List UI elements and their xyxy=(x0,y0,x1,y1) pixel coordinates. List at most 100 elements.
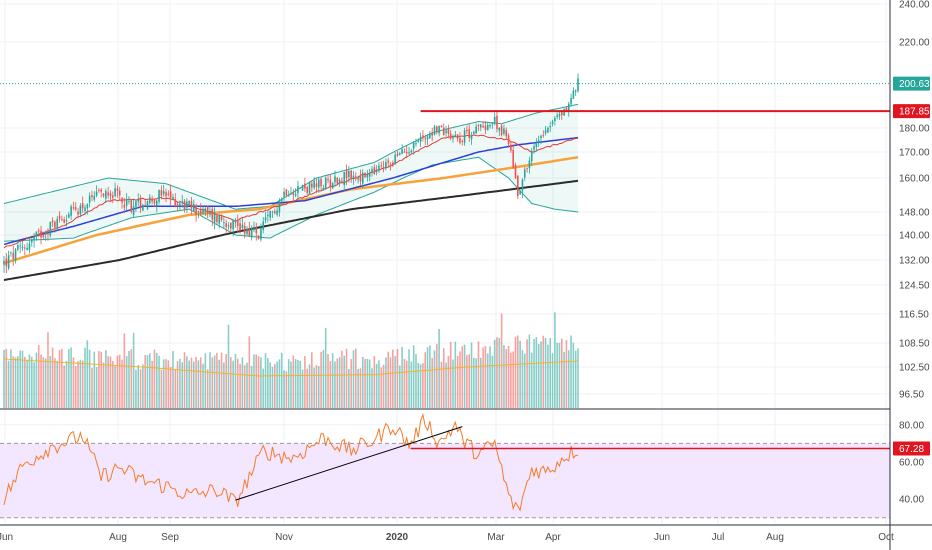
volume-bar xyxy=(361,356,364,408)
volume-bar xyxy=(357,368,359,408)
candle-body xyxy=(292,192,295,195)
candle-body xyxy=(544,130,547,134)
volume-bar xyxy=(563,351,565,408)
volume-bar xyxy=(385,357,387,408)
candle-body xyxy=(389,164,392,166)
candle-body xyxy=(304,183,306,189)
volume-bar xyxy=(70,347,72,408)
price-axis[interactable]: 240.00 220.00 180.00 170.00 160.00 148.00 140.… xyxy=(899,0,930,401)
volume-bar xyxy=(304,356,306,408)
candle-body xyxy=(311,183,313,188)
volume-bar xyxy=(355,348,357,408)
volume-bar xyxy=(234,353,237,408)
volume-bar xyxy=(422,363,424,408)
candle-body xyxy=(436,126,438,133)
candle-body xyxy=(327,179,329,181)
rsi-axis[interactable]: 80.00 60.00 40.00 xyxy=(899,420,924,505)
candle-body xyxy=(225,223,227,227)
rsi-tick-label: 80.00 xyxy=(899,420,924,431)
candle-body xyxy=(153,199,156,204)
candle-body xyxy=(560,112,563,115)
volume-bar xyxy=(359,368,362,408)
volume-bar xyxy=(496,337,498,408)
candle-body xyxy=(322,188,325,190)
candle-body xyxy=(512,149,514,168)
candle-body xyxy=(517,175,519,197)
volume-bar xyxy=(479,357,482,408)
volume-bar xyxy=(123,333,126,408)
candle-body xyxy=(86,204,89,209)
candle-body xyxy=(213,213,216,223)
volume-bar xyxy=(81,360,84,408)
candle-body xyxy=(3,261,5,265)
price-tick-label: 132.00 xyxy=(899,256,930,267)
candle-body xyxy=(496,115,498,130)
volume-bar xyxy=(26,360,28,408)
candle-body xyxy=(204,208,207,212)
candle-body xyxy=(278,200,281,213)
candle-body xyxy=(290,193,292,195)
volume-bar xyxy=(58,350,61,408)
candle-body xyxy=(528,160,531,169)
candle-body xyxy=(375,170,378,173)
volume-bar xyxy=(482,347,484,408)
volume-bar xyxy=(162,359,165,408)
candle-body xyxy=(118,190,121,196)
volume-bar xyxy=(461,346,464,408)
candle-body xyxy=(257,235,260,239)
price-pane[interactable] xyxy=(0,0,890,410)
volume-bar xyxy=(447,356,450,408)
candle-body xyxy=(554,117,556,122)
volume-bar xyxy=(213,355,216,408)
candle-body xyxy=(350,170,352,179)
candle-body xyxy=(429,133,431,139)
time-axis[interactable]: Jun Aug Sep Nov 2020 Mar Apr Jun Jul Aug Oct xyxy=(0,532,894,543)
candle-body xyxy=(331,183,334,189)
volume-bar xyxy=(47,332,49,408)
candle-body xyxy=(306,187,309,193)
candle-body xyxy=(28,243,31,250)
candle-body xyxy=(364,172,366,178)
volume-bar xyxy=(345,348,348,408)
volume-bar xyxy=(107,356,109,408)
volume-bar xyxy=(239,363,241,408)
candle-body xyxy=(49,221,52,236)
candle-body xyxy=(199,209,202,214)
volume-bar xyxy=(246,362,248,408)
candle-body xyxy=(167,193,170,195)
price-tick-label: 102.50 xyxy=(899,363,930,374)
candle-body xyxy=(102,193,105,197)
candle-body xyxy=(144,205,146,207)
volume-bar xyxy=(209,352,211,408)
volume-bar xyxy=(63,365,65,408)
volume-bar xyxy=(570,335,572,408)
candle-body xyxy=(357,178,359,180)
candle-body xyxy=(431,133,433,136)
candle-body xyxy=(479,124,482,128)
candle-body xyxy=(121,198,123,203)
candle-body xyxy=(547,128,549,133)
candle-body xyxy=(40,230,42,238)
volume-bar xyxy=(204,353,207,408)
candle-body xyxy=(454,134,457,138)
volume-bar xyxy=(278,359,281,408)
svg-text:187.85: 187.85 xyxy=(899,107,930,118)
volume-bar xyxy=(176,361,179,408)
candle-body xyxy=(334,176,336,183)
volume-bar xyxy=(468,354,471,408)
candle-body xyxy=(239,223,241,231)
candle-body xyxy=(540,135,542,139)
volume-bar xyxy=(65,360,68,408)
volume-bar xyxy=(139,369,142,408)
candle-body xyxy=(116,188,119,191)
price-tick-label: 180.00 xyxy=(899,124,930,135)
rsi-support-trendline[interactable] xyxy=(235,426,463,501)
candle-body xyxy=(273,211,276,214)
volume-bar xyxy=(211,357,214,408)
candle-body xyxy=(190,200,193,209)
candle-body xyxy=(500,125,503,135)
volume-bar xyxy=(493,339,496,408)
volume-bar xyxy=(223,362,225,408)
